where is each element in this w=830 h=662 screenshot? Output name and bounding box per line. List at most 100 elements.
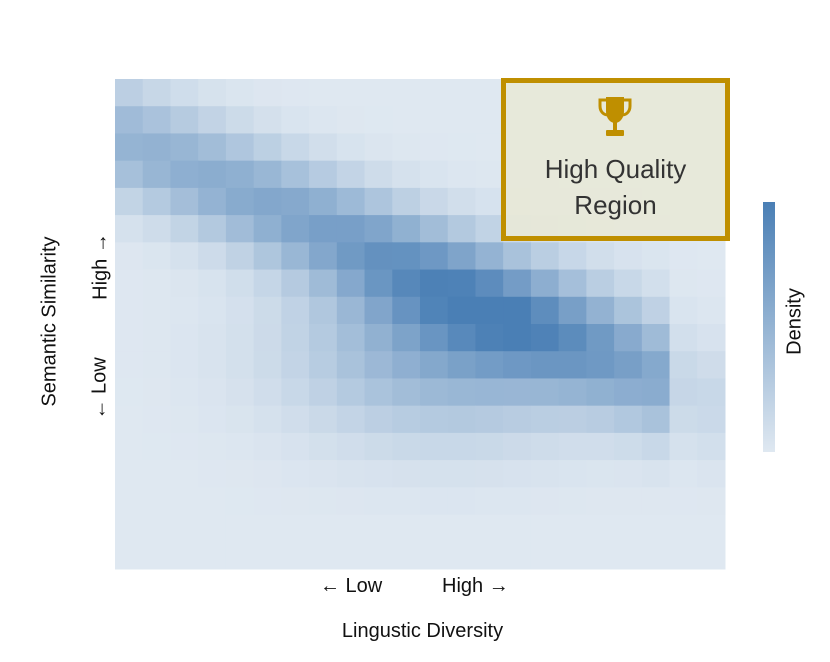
heatmap-cell — [641, 541, 671, 570]
heatmap-cell — [225, 79, 255, 107]
heatmap-cell — [447, 296, 476, 325]
heatmap-cell — [447, 79, 476, 107]
heatmap-cell — [309, 296, 338, 325]
heatmap-cell — [253, 514, 282, 543]
heatmap-cell — [447, 133, 476, 162]
heatmap-cell — [475, 79, 504, 107]
heatmap-cell — [115, 215, 144, 243]
heatmap-cell — [281, 405, 310, 434]
heatmap-cell — [392, 351, 421, 379]
heatmap-cell — [558, 242, 587, 271]
heatmap-cell — [281, 187, 310, 216]
heatmap-cell — [392, 487, 421, 516]
heatmap-cell — [447, 106, 476, 134]
heatmap-cell — [503, 432, 532, 461]
heatmap-cell — [392, 324, 421, 352]
heatmap-cell — [225, 378, 255, 407]
heatmap-cell — [447, 514, 476, 543]
heatmap-cell — [503, 541, 532, 570]
heatmap-cell — [697, 296, 726, 325]
heatmap-cell — [336, 460, 366, 488]
heatmap-cell — [364, 187, 393, 216]
heatmap-cell — [198, 160, 227, 189]
heatmap-cell — [420, 324, 449, 352]
heatmap-cell — [447, 460, 476, 488]
heatmap-cell — [364, 460, 393, 488]
heatmap-cell — [614, 378, 643, 407]
heatmap-cell — [364, 378, 393, 407]
heatmap-cell — [392, 187, 421, 216]
heatmap-cell — [614, 487, 643, 516]
heatmap-cell — [669, 460, 698, 488]
heatmap-cell — [475, 324, 504, 352]
heatmap-cell — [115, 106, 144, 134]
heatmap-cell — [669, 378, 698, 407]
heatmap-cell — [364, 133, 393, 162]
heatmap-cell — [475, 378, 504, 407]
heatmap-cell — [503, 460, 532, 488]
heatmap-cell — [115, 242, 144, 271]
heatmap-cell — [614, 405, 643, 434]
heatmap-cell — [142, 378, 171, 407]
heatmap-cell — [170, 378, 199, 407]
heatmap-cell — [142, 269, 171, 298]
heatmap-cell — [530, 378, 560, 407]
heatmap-cell — [641, 296, 671, 325]
heatmap-cell — [420, 514, 449, 543]
heatmap-cell — [586, 242, 615, 271]
heatmap-cell — [115, 324, 144, 352]
heatmap-cell — [447, 242, 476, 271]
heatmap-cell — [115, 541, 144, 570]
heatmap-cell — [420, 242, 449, 271]
y-axis-title: Semantic Similarity — [38, 236, 61, 407]
heatmap-cell — [115, 133, 144, 162]
heatmap-cell — [392, 106, 421, 134]
heatmap-cell — [392, 514, 421, 543]
heatmap-cell — [253, 351, 282, 379]
heatmap-cell — [336, 541, 366, 570]
heatmap-cell — [115, 432, 144, 461]
heatmap-cell — [309, 269, 338, 298]
heatmap-cell — [309, 405, 338, 434]
heatmap-cell — [198, 215, 227, 243]
heatmap-cell — [530, 242, 560, 271]
heatmap-cell — [420, 378, 449, 407]
heatmap-cell — [309, 215, 338, 243]
heatmap-cell — [530, 296, 560, 325]
heatmap-cell — [336, 296, 366, 325]
heatmap-cell — [475, 405, 504, 434]
heatmap-cell — [503, 324, 532, 352]
heatmap-cell — [225, 187, 255, 216]
heatmap-cell — [558, 514, 587, 543]
heatmap-cell — [420, 296, 449, 325]
heatmap-cell — [447, 541, 476, 570]
heatmap-cell — [253, 324, 282, 352]
heatmap-cell — [336, 187, 366, 216]
heatmap-cell — [225, 242, 255, 271]
heatmap-cell — [309, 324, 338, 352]
heatmap-cell — [475, 296, 504, 325]
heatmap-cell — [336, 514, 366, 543]
heatmap-cell — [309, 106, 338, 134]
heatmap-cell — [641, 378, 671, 407]
heatmap-cell — [142, 215, 171, 243]
heatmap-cell — [253, 296, 282, 325]
heatmap-cell — [503, 487, 532, 516]
heatmap-cell — [142, 133, 171, 162]
heatmap-cell — [530, 324, 560, 352]
heatmap-cell — [641, 269, 671, 298]
heatmap-cell — [669, 296, 698, 325]
x-axis-title: Lingustic Diversity — [341, 620, 504, 642]
heatmap-cell — [641, 324, 671, 352]
high-quality-region-annotation: High Quality Region — [501, 78, 730, 241]
heatmap-cell — [697, 242, 726, 271]
heatmap-cell — [669, 487, 698, 516]
heatmap-cell — [475, 514, 504, 543]
heatmap-cell — [198, 460, 227, 488]
heatmap-cell — [558, 432, 587, 461]
heatmap-cell — [530, 541, 560, 570]
heatmap-cell — [641, 351, 671, 379]
heatmap-cell — [198, 432, 227, 461]
heatmap-cell — [475, 106, 504, 134]
heatmap-cell — [558, 405, 587, 434]
